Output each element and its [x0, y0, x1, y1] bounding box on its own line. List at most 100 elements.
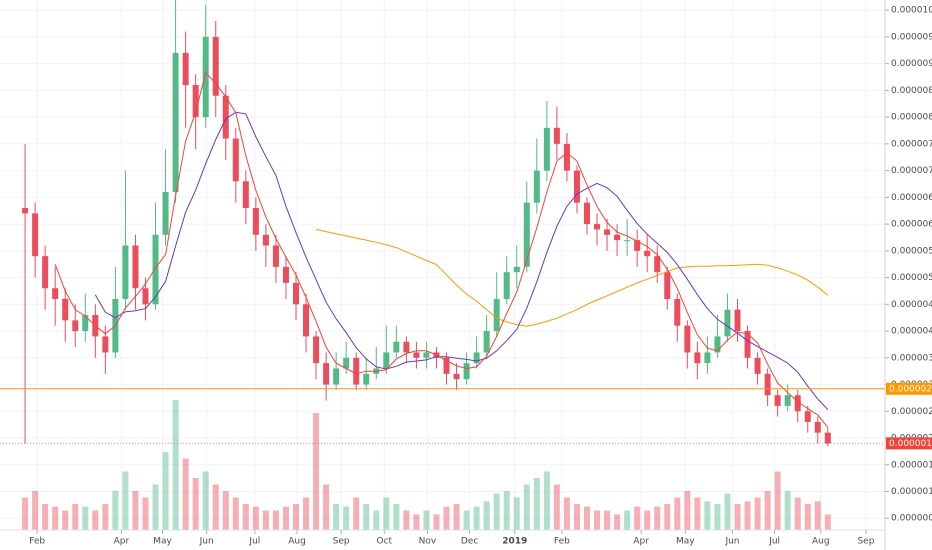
candle-body	[714, 336, 721, 353]
price-axis-panel	[885, 0, 932, 550]
volume-bar	[252, 506, 259, 530]
y-tick-label: 0.00000050	[891, 514, 932, 524]
candle-body	[583, 202, 590, 225]
volume-bar	[333, 504, 340, 530]
volume-bar	[122, 471, 129, 530]
candle-body	[122, 245, 129, 299]
volume-bar	[774, 471, 781, 530]
volume-bar	[794, 497, 801, 530]
y-tick-label: 0.00000700	[891, 166, 932, 176]
volume-bar	[52, 506, 59, 530]
candle-body	[393, 341, 400, 353]
volume-bar	[353, 497, 360, 530]
candle-body	[804, 411, 811, 422]
y-tick-label: 0.00001000	[891, 6, 932, 16]
volume-bar	[242, 504, 249, 530]
x-tick-label: Sep	[857, 537, 874, 547]
volume-bar	[132, 491, 139, 530]
candle-body	[303, 304, 310, 337]
volume-bar	[724, 493, 731, 530]
candle-body	[724, 309, 731, 337]
y-tick-label: 0.00000750	[891, 139, 932, 149]
y-tick-label: 0.00000550	[891, 246, 932, 256]
volume-bar	[393, 504, 400, 530]
candle-body	[413, 352, 420, 358]
candle-body	[132, 245, 139, 289]
candle-body	[664, 272, 671, 299]
candle-body	[82, 315, 89, 332]
volume-bar	[664, 504, 671, 530]
candle-body	[383, 352, 390, 369]
x-tick-label: 2019	[502, 537, 527, 547]
candle-body	[523, 202, 530, 267]
candle-body	[624, 240, 631, 242]
candle-body	[543, 127, 550, 171]
candle-body	[222, 95, 229, 139]
volume-bar	[303, 497, 310, 530]
x-tick-label: May	[676, 537, 695, 547]
price-label-box	[886, 382, 932, 395]
candle-body	[463, 363, 470, 380]
volume-bar	[202, 471, 209, 530]
candle-body	[232, 138, 239, 182]
volume-bar	[313, 413, 320, 530]
y-tick-label: 0.00000850	[891, 86, 932, 96]
volume-bar	[383, 497, 390, 530]
volume-bar	[212, 484, 219, 530]
volume-bar	[563, 497, 570, 530]
candle-body	[443, 357, 450, 374]
volume-bar	[824, 514, 831, 530]
x-tick-label: Sep	[333, 537, 350, 547]
volume-bar	[764, 491, 771, 530]
y-tick-label: 0.00000800	[891, 113, 932, 123]
volume-bar	[373, 510, 380, 530]
volume-bar	[443, 506, 450, 530]
price-label-box	[886, 437, 932, 450]
volume-bar	[744, 501, 751, 530]
volume-bar	[102, 504, 109, 530]
volume-bar	[453, 504, 460, 530]
candle-body	[102, 336, 109, 353]
y-tick-label: 0.00000250	[891, 407, 932, 417]
y-tick-label: 0.00000500	[891, 273, 932, 283]
candle-body	[423, 352, 430, 358]
candle-body	[473, 352, 480, 364]
candle-body	[614, 234, 621, 241]
candle-body	[684, 325, 691, 353]
x-tick-label: Feb	[29, 537, 45, 547]
candle-body	[674, 298, 681, 326]
volume-bar	[553, 484, 560, 530]
candle-body	[483, 331, 490, 353]
x-tick-label: Apr	[633, 537, 649, 547]
candle-body	[604, 229, 611, 235]
candle-layer	[22, 0, 831, 447]
candle-body	[142, 288, 149, 305]
volume-bar	[162, 452, 169, 530]
line-layer	[0, 71, 885, 444]
x-tick-label: Aug	[812, 537, 830, 547]
volume-bar	[573, 504, 580, 530]
candle-body	[513, 266, 520, 273]
candle-body	[42, 256, 49, 289]
volume-bar	[72, 504, 79, 530]
candle-body	[533, 170, 540, 203]
x-tick-label: Oct	[377, 537, 393, 547]
candle-body	[704, 352, 711, 364]
y-tick-label: 0.00000150	[891, 460, 932, 470]
candle-body	[72, 320, 79, 332]
volume-bar	[523, 484, 530, 530]
volume-bar	[513, 497, 520, 530]
volume-bar	[543, 471, 550, 530]
candle-body	[262, 234, 269, 246]
candle-body	[734, 309, 741, 332]
volume-bar	[42, 504, 49, 530]
volume-bar	[182, 458, 189, 530]
x-tick-label: May	[153, 537, 172, 547]
volume-bar	[232, 497, 239, 530]
candle-body	[323, 363, 330, 385]
volume-bar	[483, 501, 490, 530]
volume-bar	[32, 491, 39, 530]
volume-bar	[784, 491, 791, 530]
y-tick-label: 0.00000100	[891, 487, 932, 497]
